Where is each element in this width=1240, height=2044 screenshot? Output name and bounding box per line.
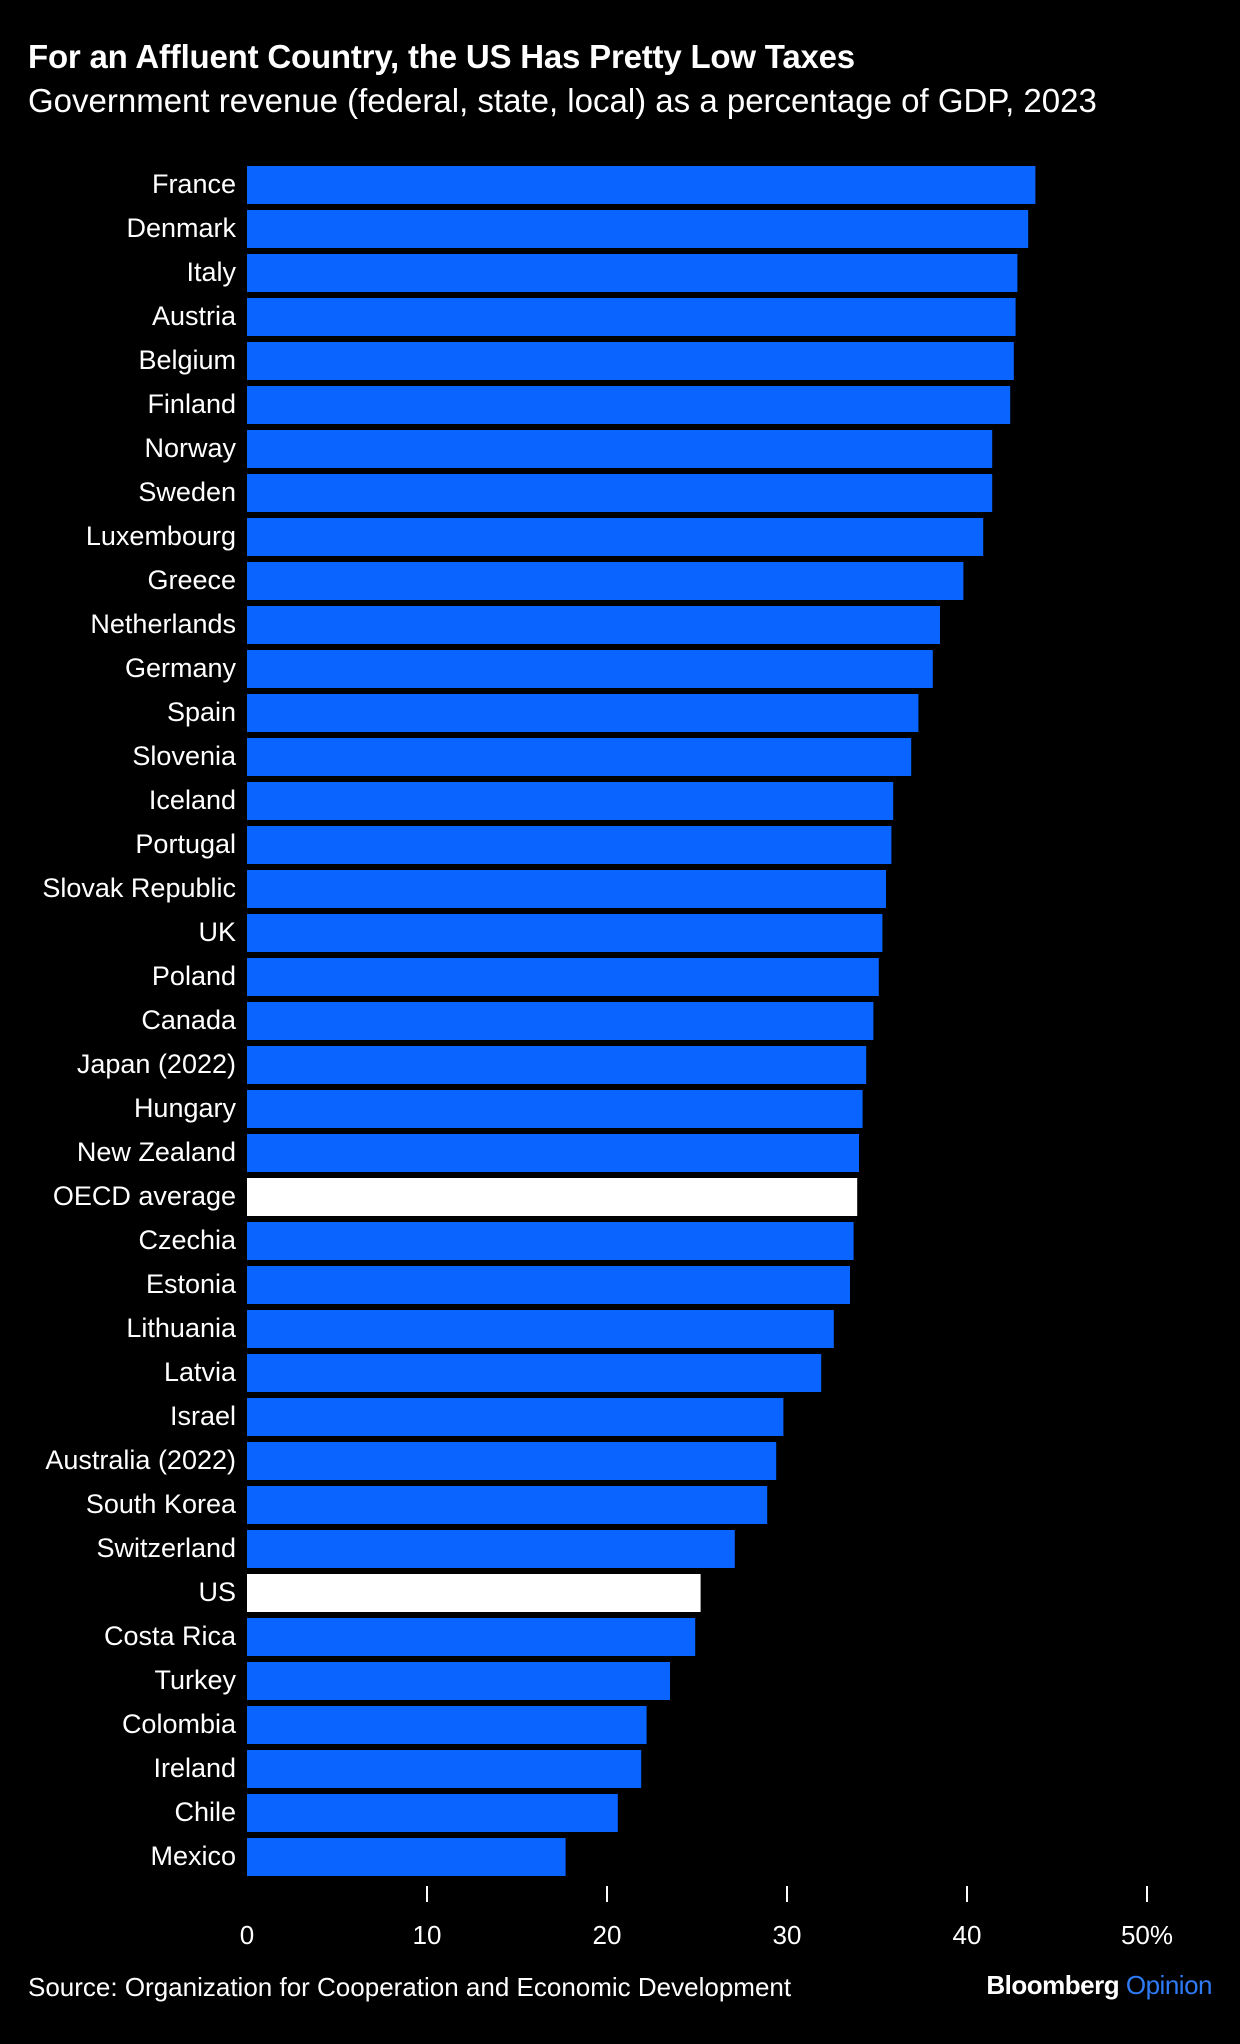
category-label: Australia (2022) [45,1445,236,1475]
brand-main: Bloomberg [986,1970,1120,2000]
bar-australia-2022 [247,1442,777,1480]
bar-finland [247,386,1011,424]
category-label: France [152,169,236,199]
bar-estonia [247,1266,850,1304]
bar-austria [247,298,1016,336]
category-label: Austria [152,301,237,331]
category-label: Mexico [150,1841,236,1871]
category-label: Canada [141,1005,237,1035]
category-label: Spain [167,697,236,727]
bar-latvia [247,1354,822,1392]
bar-sweden [247,474,993,512]
chart-subtitle: Government revenue (federal, state, loca… [28,82,1097,119]
bar-costa-rica [247,1618,696,1656]
category-label: Estonia [146,1269,237,1299]
category-label: Norway [144,433,236,463]
category-label: South Korea [86,1489,237,1519]
bar-chile [247,1794,618,1832]
category-label: Costa Rica [104,1621,237,1651]
bar-denmark [247,210,1029,248]
bar-poland [247,958,879,996]
category-label: Iceland [149,785,236,815]
category-label: Slovenia [132,741,237,771]
source-note: Source: Organization for Cooperation and… [28,1972,792,2002]
bar-france [247,166,1036,204]
bar-mexico [247,1838,566,1876]
bar-slovak-republic [247,870,886,908]
bar-luxembourg [247,518,984,556]
bar-netherlands [247,606,940,644]
category-label: OECD average [53,1181,236,1211]
bar-oecd-average [247,1178,858,1216]
bar-hungary [247,1090,863,1128]
category-label: Israel [170,1401,236,1431]
bar-south-korea [247,1486,768,1524]
category-label: Hungary [134,1093,237,1123]
x-tick-label: 10 [413,1920,442,1950]
bar-us [247,1574,701,1612]
category-label: Netherlands [90,609,236,639]
bar-portugal [247,826,892,864]
category-label: Turkey [154,1665,236,1695]
bar-greece [247,562,964,600]
category-label: Lithuania [126,1313,237,1343]
brand-accent: Opinion [1125,1970,1213,2000]
category-label: Japan (2022) [77,1049,236,1079]
category-label: Switzerland [96,1533,236,1563]
bar-switzerland [247,1530,735,1568]
bar-norway [247,430,993,468]
bar-slovenia [247,738,912,776]
category-label: Chile [174,1797,236,1827]
bar-colombia [247,1706,647,1744]
bar-japan-2022 [247,1046,867,1084]
category-label: Ireland [153,1753,236,1783]
bar-lithuania [247,1310,834,1348]
bar-italy [247,254,1018,292]
bar-turkey [247,1662,670,1700]
category-label: Germany [125,653,237,683]
bar-uk [247,914,883,952]
category-label: New Zealand [77,1137,236,1167]
category-label: Sweden [138,477,236,507]
category-label: Italy [186,257,236,287]
brand-logo: Bloomberg Opinion [986,1970,1212,2001]
bar-belgium [247,342,1014,380]
chart-title: For an Affluent Country, the US Has Pret… [28,38,855,75]
x-tick-label: 50% [1121,1920,1173,1950]
category-label: US [198,1577,236,1607]
category-label: Finland [147,389,236,419]
x-tick-label: 20 [593,1920,622,1950]
x-tick-label: 0 [240,1920,254,1950]
bar-new-zealand [247,1134,859,1172]
bar-iceland [247,782,894,820]
category-label: Czechia [138,1225,237,1255]
category-label: UK [198,917,236,947]
bar-spain [247,694,919,732]
category-label: Poland [152,961,236,991]
category-label: Denmark [126,213,236,243]
bar-ireland [247,1750,642,1788]
category-label: Greece [147,565,236,595]
category-label: Latvia [164,1357,237,1387]
category-label: Luxembourg [86,521,236,551]
category-label: Colombia [122,1709,237,1739]
x-tick-label: 40 [953,1920,982,1950]
category-label: Belgium [138,345,236,375]
bar-germany [247,650,933,688]
bar-israel [247,1398,784,1436]
x-tick-label: 30 [773,1920,802,1950]
category-label: Slovak Republic [42,873,236,903]
category-label: Portugal [135,829,236,859]
bar-czechia [247,1222,854,1260]
bar-canada [247,1002,874,1040]
